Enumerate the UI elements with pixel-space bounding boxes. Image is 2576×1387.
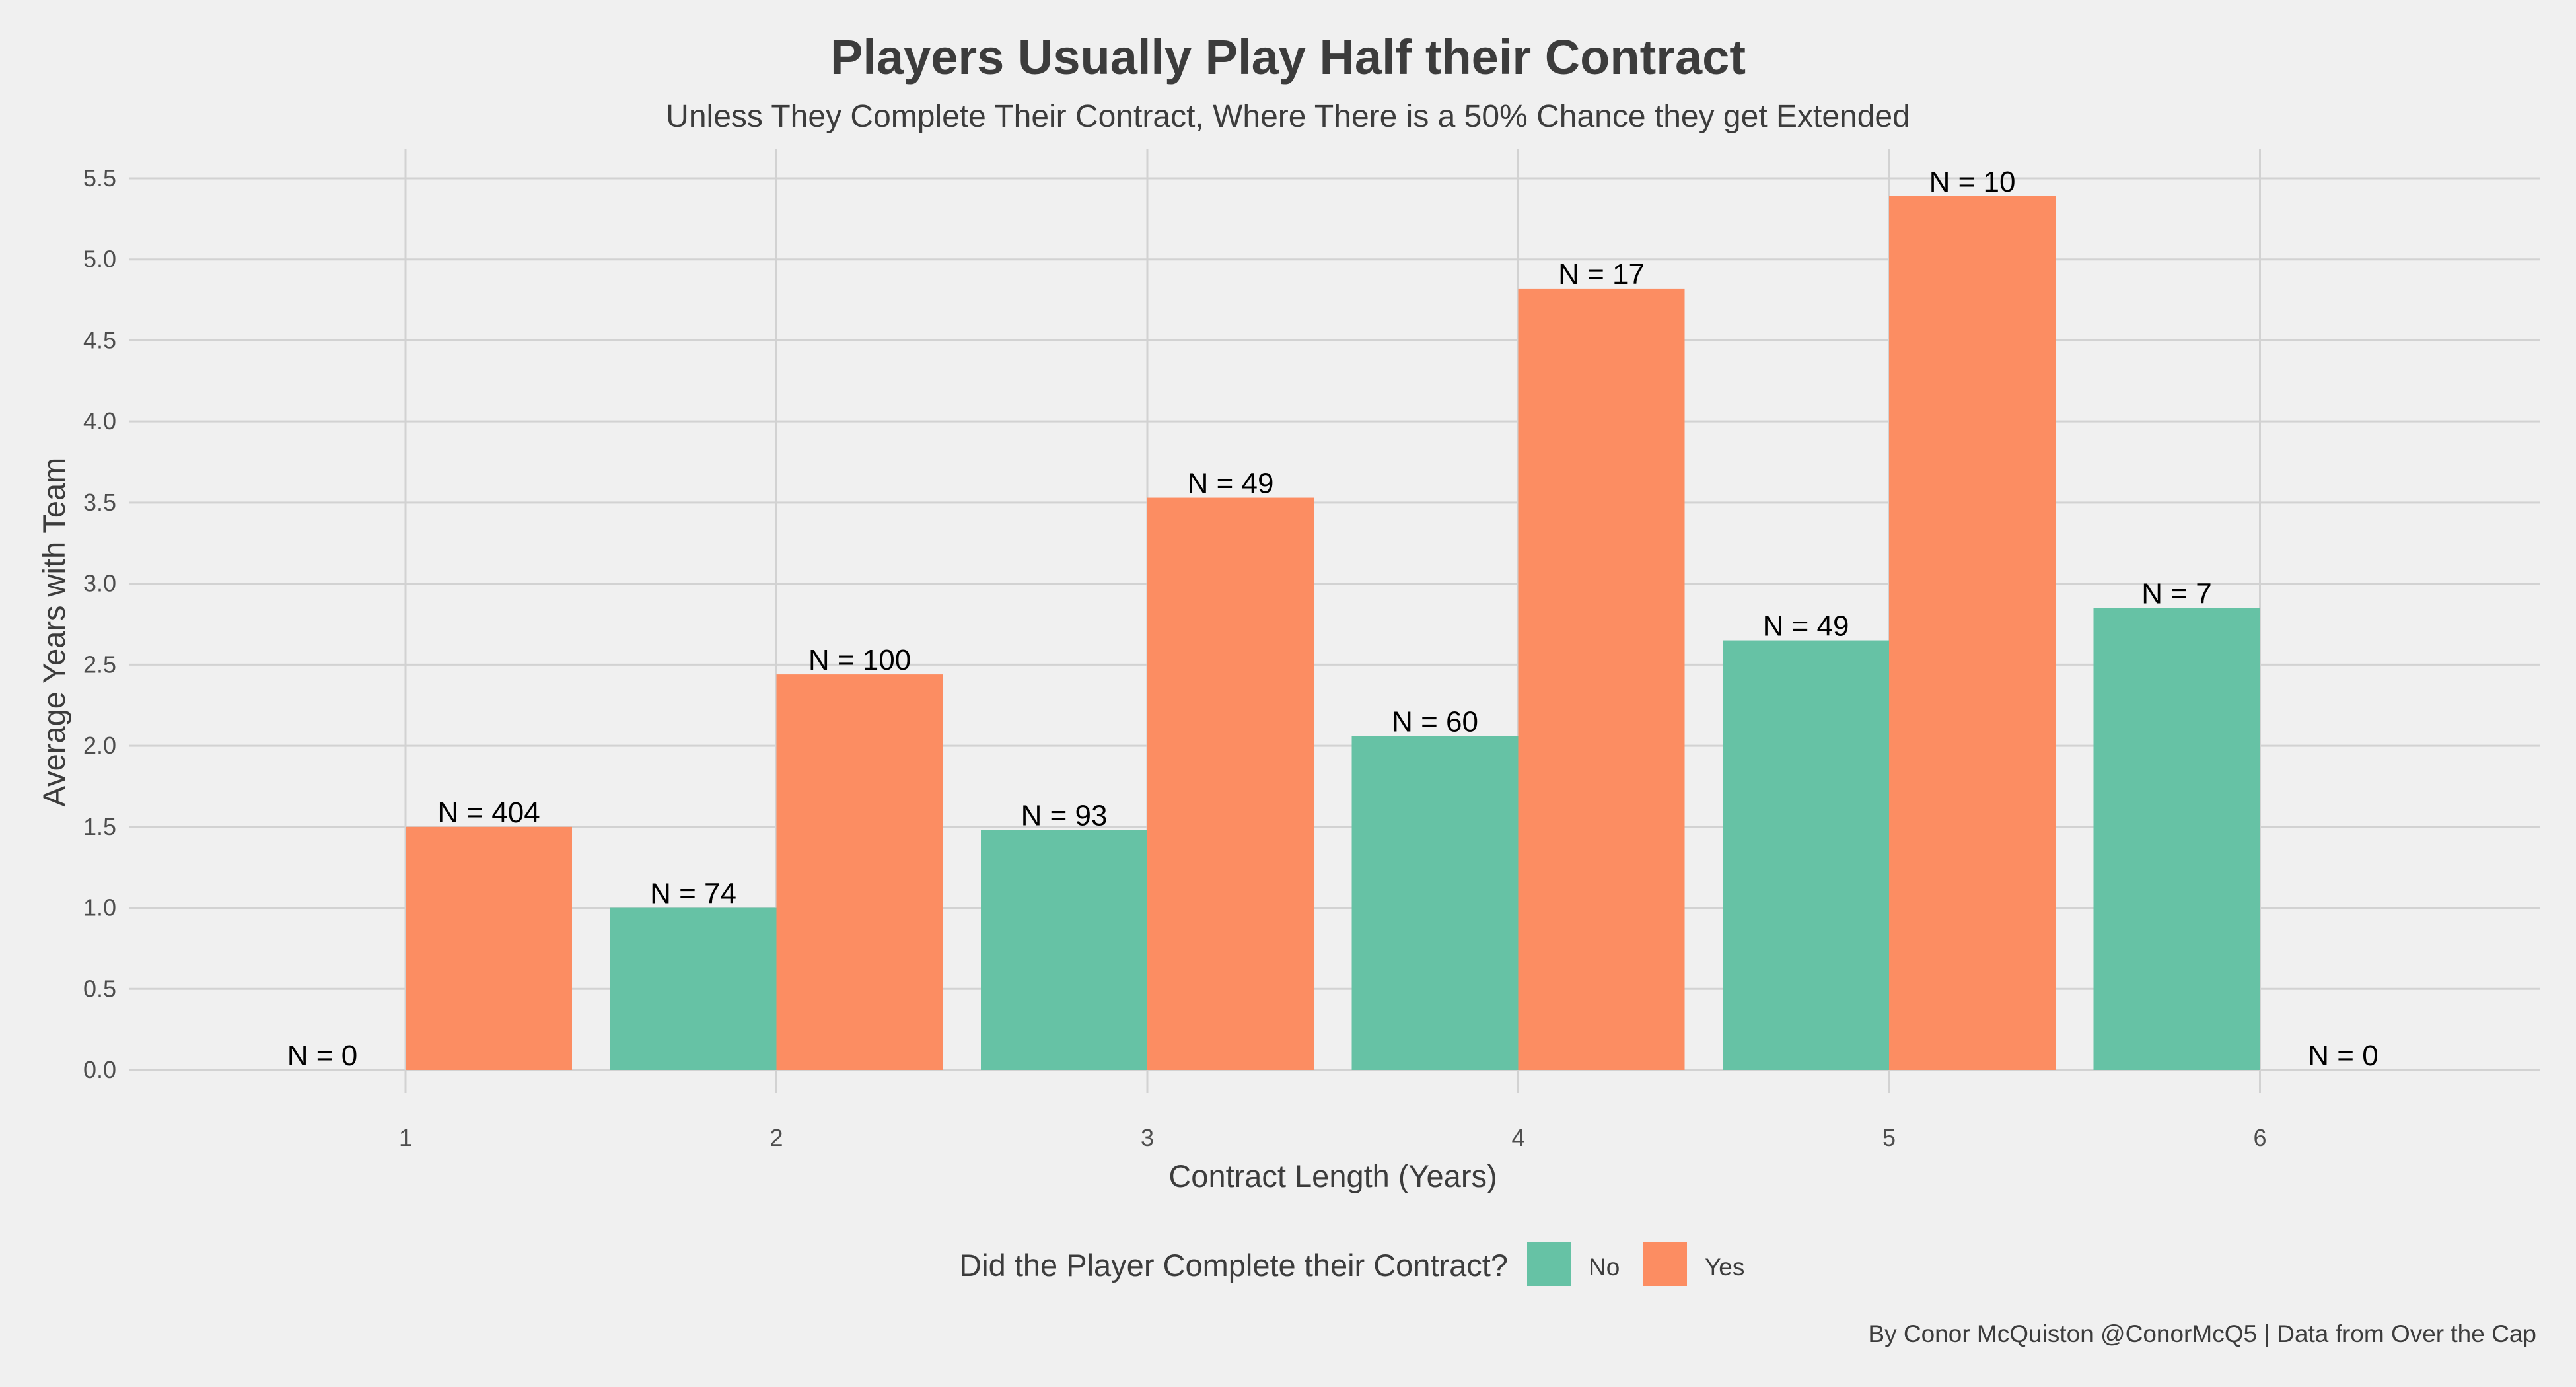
chart-caption: By Conor McQuiston @ConorMcQ5 | Data fro… — [1868, 1320, 2536, 1347]
legend-label-no: No — [1589, 1254, 1620, 1281]
bar-data-label: N = 60 — [1392, 705, 1478, 738]
y-axis-title: Average Years with Team — [36, 458, 71, 807]
x-tick-label: 4 — [1511, 1124, 1524, 1151]
y-tick-label: 5.0 — [83, 246, 116, 273]
bar-yes-2 — [776, 674, 943, 1070]
chart-title: Players Usually Play Half their Contract — [830, 30, 1746, 85]
bar-no-4 — [1351, 736, 1519, 1070]
y-tick-label: 3.5 — [83, 489, 116, 516]
y-tick-label: 2.0 — [83, 732, 116, 759]
bar-data-label: N = 404 — [437, 797, 540, 829]
bar-data-label: N = 17 — [1558, 258, 1645, 291]
y-tick-label: 4.0 — [83, 408, 116, 435]
bar-data-label: N = 74 — [650, 878, 736, 910]
x-tick-label: 5 — [1882, 1124, 1896, 1151]
bar-layer — [406, 196, 2260, 1071]
y-tick-label: 4.5 — [83, 326, 116, 353]
bar-no-6 — [2093, 608, 2260, 1070]
legend-swatch-yes — [1643, 1242, 1687, 1286]
bar-yes-4 — [1518, 288, 1685, 1071]
y-tick-label: 0.5 — [83, 975, 116, 1002]
chart-subtitle: Unless They Complete Their Contract, Whe… — [666, 99, 1910, 134]
bar-data-label: N = 49 — [1188, 468, 1274, 500]
bar-no-2 — [610, 907, 777, 1070]
y-tick-label: 3.0 — [83, 570, 116, 597]
y-tick-label: 1.5 — [83, 813, 116, 840]
bar-yes-1 — [406, 826, 572, 1070]
bar-no-3 — [981, 830, 1147, 1070]
x-tick-label: 3 — [1141, 1124, 1154, 1151]
x-tick-label: 2 — [769, 1124, 783, 1151]
x-tick-label: 6 — [2253, 1124, 2266, 1151]
legend-title: Did the Player Complete their Contract? — [959, 1248, 1508, 1283]
bar-data-label: N = 0 — [2308, 1040, 2378, 1072]
x-tick-layer: 1 2 3 4 5 6 — [399, 1124, 2267, 1151]
data-label-layer: N = 0 N = 74 N = 93 N = 60 N = 49 N = 7 N = 40… — [287, 166, 2379, 1072]
bar-data-label: N = 10 — [1929, 166, 2016, 198]
bar-data-label: N = 7 — [2141, 577, 2211, 610]
legend-label-yes: Yes — [1705, 1254, 1744, 1281]
y-tick-layer: 0.0 0.5 1.0 1.5 2.0 2.5 3.0 3.5 4.0 4.5 5.0 5.5 — [83, 164, 116, 1083]
x-axis-title: Contract Length (Years) — [1168, 1158, 1497, 1193]
legend-swatch-no — [1527, 1242, 1571, 1286]
bar-data-label: N = 0 — [287, 1040, 357, 1072]
bar-yes-5 — [1889, 196, 2056, 1070]
y-tick-label: 0.0 — [83, 1056, 116, 1083]
bar-data-label: N = 93 — [1021, 800, 1108, 832]
legend: Did the Player Complete their Contract? … — [959, 1242, 1744, 1286]
bar-data-label: N = 100 — [808, 644, 911, 676]
y-tick-label: 1.0 — [83, 894, 116, 921]
bar-no-5 — [1723, 640, 1889, 1070]
x-tick-label: 1 — [399, 1124, 412, 1151]
bar-yes-3 — [1147, 497, 1314, 1070]
y-tick-label: 2.5 — [83, 651, 116, 678]
bar-data-label: N = 49 — [1763, 610, 1849, 643]
y-tick-label: 5.5 — [83, 164, 116, 192]
legend-items: No Yes — [1527, 1242, 1744, 1286]
